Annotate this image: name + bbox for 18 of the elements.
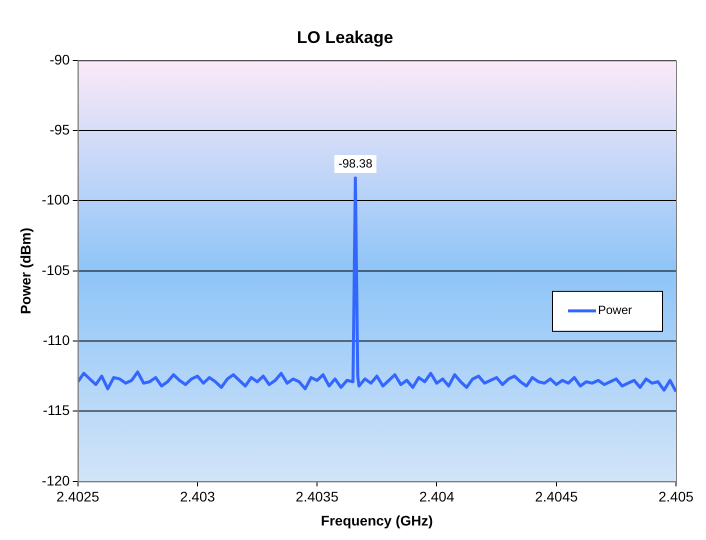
- x-tick-label: 2.405: [658, 488, 694, 505]
- y-tick-label: -115: [42, 402, 70, 418]
- y-axis-title: Power (dBm): [17, 228, 34, 314]
- x-tick-label: 2.404: [419, 488, 454, 505]
- y-tick-label: -95: [50, 121, 70, 138]
- y-tick-label: -120: [42, 472, 70, 488]
- x-tick-label: 2.4025: [56, 488, 100, 505]
- y-tick-label: -100: [42, 192, 70, 208]
- y-tick-label: -110: [42, 332, 70, 348]
- x-tick-label: 2.4045: [534, 488, 578, 505]
- y-tick-label: -105: [42, 262, 70, 278]
- x-tick-label: 2.4035: [296, 488, 339, 505]
- annotation: -98.38: [338, 156, 373, 170]
- y-tick-label: -90: [50, 51, 70, 68]
- chart-title: LO Leakage: [296, 28, 394, 47]
- x-axis-title: Frequency (GHz): [320, 512, 433, 528]
- legend-label: Power: [598, 303, 632, 318]
- x-tick-label: 2.403: [180, 488, 216, 505]
